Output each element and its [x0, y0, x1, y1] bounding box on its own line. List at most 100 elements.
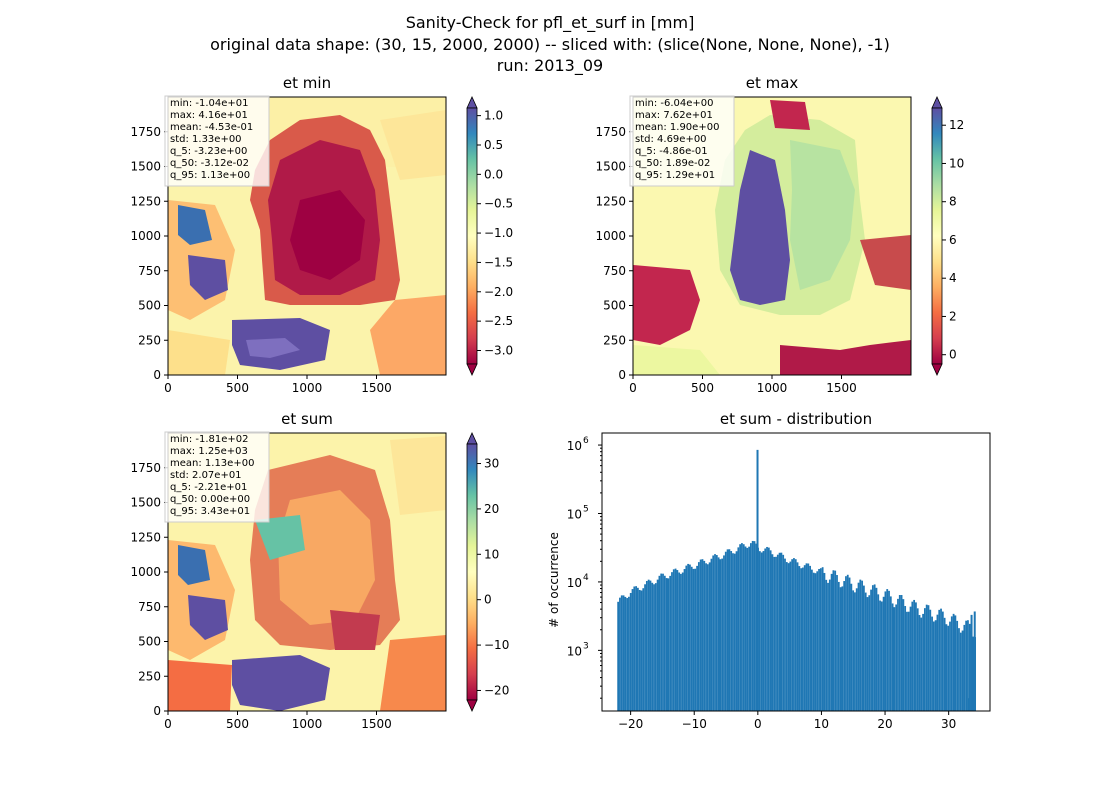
- histogram-bar: [766, 546, 768, 711]
- histogram-bar: [636, 587, 639, 711]
- x-tick-label: 500: [226, 381, 249, 395]
- svg-text:std: 4.69e+00: std: 4.69e+00: [635, 134, 707, 145]
- histogram-bar: [617, 601, 620, 711]
- heatmap-image: [633, 97, 911, 375]
- histogram-bar: [920, 617, 923, 711]
- y-tick-label: 0: [153, 704, 161, 718]
- histogram-bar: [653, 584, 655, 711]
- histogram-bar: [689, 564, 691, 711]
- histogram-bar: [635, 586, 637, 711]
- histogram-bar: [888, 590, 890, 711]
- histogram-bar: [909, 606, 912, 711]
- histogram-bar: [952, 613, 955, 711]
- stat-line: min: -1.81e+02: [170, 434, 249, 445]
- histogram-bar: [839, 587, 842, 711]
- stat-line: std: 2.07e+01: [170, 470, 242, 481]
- panel-et-sum-distribution: et sum - distribution # of occurrence −2…: [547, 410, 991, 731]
- y-tick-label: 1750: [595, 125, 626, 139]
- svg-text:q_95: 3.43e+01: q_95: 3.43e+01: [170, 506, 250, 517]
- histogram-bar: [916, 608, 919, 711]
- colorbar-tick-label: 10: [484, 547, 499, 561]
- y-tick-exponent: 4: [583, 573, 589, 583]
- histogram-bar: [973, 611, 976, 711]
- stat-line: q_5: -4.86e-01: [635, 146, 708, 157]
- y-tick-label: 250: [138, 333, 161, 347]
- y-tick-label: 1250: [130, 530, 161, 544]
- histogram-bar: [760, 552, 763, 711]
- svg-text:min: -1.04e+01: min: -1.04e+01: [170, 98, 249, 109]
- y-tick-label: 1500: [595, 160, 626, 174]
- histogram-bar: [830, 573, 833, 711]
- histogram-bar: [868, 595, 871, 711]
- y-tick-label: 1250: [130, 194, 161, 208]
- histogram-bar: [961, 630, 964, 711]
- histogram-bar: [803, 565, 806, 711]
- histogram-bar: [619, 597, 621, 711]
- stat-line: mean: -4.53e-01: [170, 122, 253, 133]
- histogram-bar: [789, 561, 792, 711]
- histogram-bar: [884, 591, 887, 711]
- histogram-bar: [875, 587, 878, 711]
- y-tick-label: 0: [618, 368, 626, 382]
- histogram-bar: [769, 550, 772, 711]
- y-tick-exponent: 3: [583, 641, 589, 651]
- histogram-bar: [721, 558, 724, 711]
- histogram-bar: [859, 579, 862, 711]
- histogram-bar: [907, 611, 910, 711]
- x-tick-label: 0: [164, 717, 172, 731]
- colorbar-tick-label: −10: [484, 638, 509, 652]
- colorbar-tick-label: −2.0: [484, 285, 513, 299]
- histogram-bar: [902, 599, 905, 711]
- y-tick-label: 1000: [595, 229, 626, 243]
- histogram-bar: [726, 549, 729, 711]
- svg-text:q_50: 1.89e-02: q_50: 1.89e-02: [635, 158, 710, 169]
- histogram-bar: [649, 580, 652, 711]
- histogram-bar: [773, 556, 776, 711]
- panel-et-min: et min 0 500 1000 1500 0 250 500 750 1000 1250 150…: [130, 74, 513, 395]
- histogram-bar: [748, 546, 750, 711]
- histogram-bar: [959, 632, 962, 711]
- y-tick-label: 250: [603, 333, 626, 347]
- histogram-bar: [692, 568, 695, 711]
- histogram-bar: [925, 604, 928, 711]
- histogram-bar: [827, 582, 829, 711]
- histogram-bar: [819, 568, 822, 711]
- histogram-bar: [850, 583, 853, 711]
- y-tick-label: 1500: [130, 160, 161, 174]
- histogram-bar: [751, 540, 754, 711]
- svg-text:max: 1.25e+03: max: 1.25e+03: [170, 446, 248, 457]
- histogram-bar: [873, 584, 876, 711]
- histogram-bar: [805, 563, 808, 711]
- svg-text:q_50: -3.12e-02: q_50: -3.12e-02: [170, 158, 249, 169]
- histogram-bar: [918, 615, 921, 711]
- histogram-bar: [965, 620, 968, 711]
- histogram-bar: [647, 579, 650, 711]
- histogram-bar: [719, 559, 722, 711]
- histogram-bar: [812, 572, 815, 711]
- histogram-bar: [620, 595, 623, 711]
- histogram-bar: [785, 562, 788, 711]
- histogram-bar: [841, 586, 844, 711]
- histogram-bar: [923, 608, 926, 711]
- stats-box: min: -1.04e+01 max: 4.16e+01 mean: -4.53…: [164, 95, 270, 187]
- histogram-bar: [954, 615, 957, 711]
- panel-title: et min: [283, 74, 331, 92]
- colorbar-tick-label: −1.5: [484, 255, 513, 269]
- histogram-bar: [956, 620, 959, 711]
- histogram-bar: [784, 558, 786, 711]
- histogram-bar: [681, 572, 684, 711]
- histogram-bar: [633, 586, 636, 711]
- histogram-bar: [710, 558, 713, 711]
- histogram-bar: [728, 549, 731, 711]
- histogram-bar: [755, 543, 758, 711]
- stats-box: min: -6.04e+00 max: 7.62e+01 mean: 1.90e…: [629, 95, 735, 187]
- histogram-bar: [629, 592, 632, 711]
- histogram-bar: [870, 589, 872, 711]
- histogram-bar: [683, 569, 686, 711]
- svg-text:q_95: 1.13e+00: q_95: 1.13e+00: [170, 170, 250, 181]
- histogram-bar: [891, 603, 894, 711]
- histogram-bar: [787, 563, 790, 711]
- stat-line: q_5: -3.23e+00: [170, 146, 247, 157]
- histogram-bar: [685, 565, 688, 711]
- histogram-bar: [735, 551, 738, 711]
